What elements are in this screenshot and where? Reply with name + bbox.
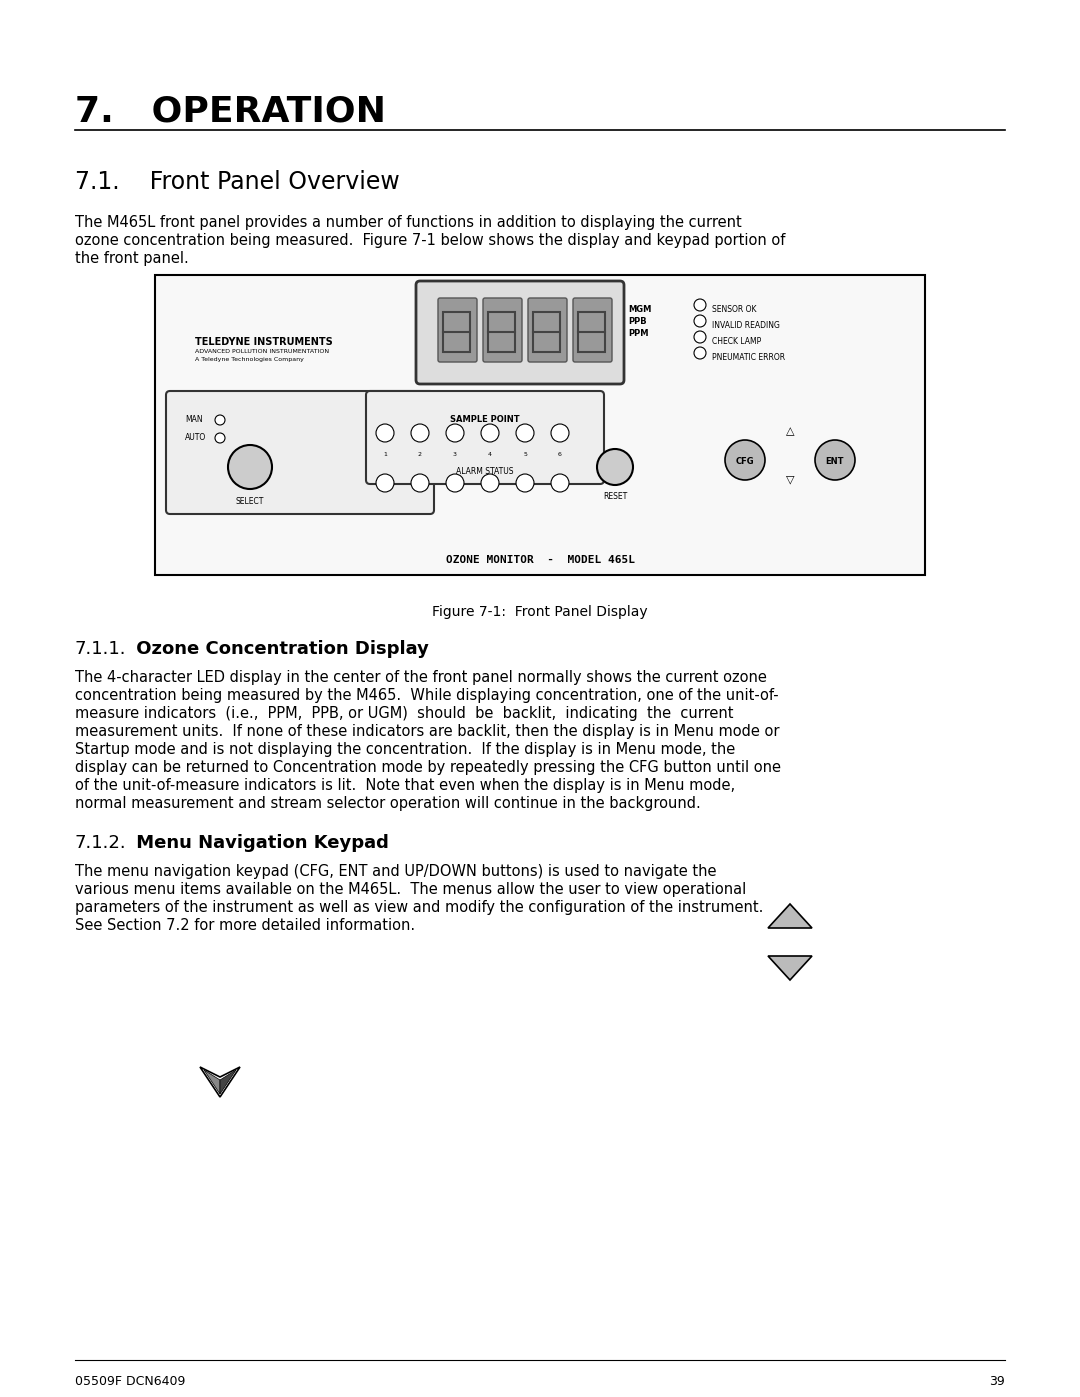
FancyBboxPatch shape [483, 298, 522, 362]
Text: the front panel.: the front panel. [75, 251, 189, 265]
Text: Figure 7-1:  Front Panel Display: Figure 7-1: Front Panel Display [432, 605, 648, 619]
Circle shape [481, 474, 499, 492]
Circle shape [376, 425, 394, 441]
Text: The menu navigation keypad (CFG, ENT and UP/DOWN buttons) is used to navigate th: The menu navigation keypad (CFG, ENT and… [75, 863, 716, 879]
Text: display can be returned to Concentration mode by repeatedly pressing the CFG but: display can be returned to Concentration… [75, 760, 781, 775]
Circle shape [215, 415, 225, 425]
Circle shape [516, 425, 534, 441]
Polygon shape [768, 904, 812, 928]
Text: parameters of the instrument as well as view and modify the configuration of the: parameters of the instrument as well as … [75, 900, 764, 915]
Text: 6: 6 [558, 453, 562, 457]
Circle shape [516, 474, 534, 492]
Text: PPB: PPB [627, 317, 647, 326]
Circle shape [376, 474, 394, 492]
Text: 39: 39 [989, 1375, 1005, 1389]
Polygon shape [220, 1070, 237, 1094]
Text: AUTO: AUTO [185, 433, 206, 441]
Circle shape [411, 474, 429, 492]
Text: SELECT: SELECT [235, 497, 265, 506]
Circle shape [694, 299, 706, 312]
Text: MGM: MGM [627, 305, 651, 314]
Circle shape [597, 448, 633, 485]
Text: SAMPLE POINT: SAMPLE POINT [450, 415, 519, 425]
Text: PPM: PPM [627, 330, 648, 338]
Circle shape [694, 331, 706, 344]
Text: PNEUMATIC ERROR: PNEUMATIC ERROR [712, 352, 785, 362]
Circle shape [551, 425, 569, 441]
Text: See Section 7.2 for more detailed information.: See Section 7.2 for more detailed inform… [75, 918, 415, 933]
Text: 7.1.    Front Panel Overview: 7.1. Front Panel Overview [75, 170, 400, 194]
Circle shape [694, 314, 706, 327]
Text: The M465L front panel provides a number of functions in addition to displaying t: The M465L front panel provides a number … [75, 215, 742, 231]
Text: TELEDYNE INSTRUMENTS: TELEDYNE INSTRUMENTS [195, 337, 333, 346]
Text: OZONE MONITOR  -  MODEL 465L: OZONE MONITOR - MODEL 465L [446, 555, 635, 564]
Text: CHECK LAMP: CHECK LAMP [712, 337, 761, 345]
Text: Ozone Concentration Display: Ozone Concentration Display [130, 640, 429, 658]
Text: ADVANCED POLLUTION INSTRUMENTATION: ADVANCED POLLUTION INSTRUMENTATION [195, 349, 329, 353]
Text: 1: 1 [383, 453, 387, 457]
Text: △: △ [786, 426, 794, 436]
Circle shape [411, 425, 429, 441]
Text: A Teledyne Technologies Company: A Teledyne Technologies Company [195, 358, 303, 362]
FancyBboxPatch shape [366, 391, 604, 483]
Circle shape [446, 425, 464, 441]
FancyBboxPatch shape [573, 298, 612, 362]
Text: 2: 2 [418, 453, 422, 457]
FancyBboxPatch shape [528, 298, 567, 362]
Text: 4: 4 [488, 453, 492, 457]
Text: Startup mode and is not displaying the concentration.  If the display is in Menu: Startup mode and is not displaying the c… [75, 742, 735, 757]
Circle shape [551, 474, 569, 492]
FancyBboxPatch shape [416, 281, 624, 384]
FancyBboxPatch shape [166, 391, 434, 514]
Text: concentration being measured by the M465.  While displaying concentration, one o: concentration being measured by the M465… [75, 687, 779, 703]
Text: CFG: CFG [735, 457, 754, 467]
Text: 7.   OPERATION: 7. OPERATION [75, 95, 386, 129]
Circle shape [694, 346, 706, 359]
Text: ▽: ▽ [786, 474, 794, 483]
Circle shape [446, 474, 464, 492]
Text: SENSOR OK: SENSOR OK [712, 305, 756, 313]
Text: 5: 5 [523, 453, 527, 457]
Text: ALARM STATUS: ALARM STATUS [456, 467, 514, 476]
Text: The 4-character LED display in the center of the front panel normally shows the : The 4-character LED display in the cente… [75, 671, 767, 685]
Circle shape [215, 433, 225, 443]
Text: 3: 3 [453, 453, 457, 457]
FancyBboxPatch shape [438, 298, 477, 362]
Text: MAN: MAN [185, 415, 203, 425]
Text: 05509F DCN6409: 05509F DCN6409 [75, 1375, 186, 1389]
Text: of the unit-of-measure indicators is lit.  Note that even when the display is in: of the unit-of-measure indicators is lit… [75, 778, 735, 793]
Polygon shape [204, 1070, 220, 1094]
Text: RESET: RESET [603, 492, 627, 502]
Text: normal measurement and stream selector operation will continue in the background: normal measurement and stream selector o… [75, 796, 701, 812]
Text: ozone concentration being measured.  Figure 7-1 below shows the display and keyp: ozone concentration being measured. Figu… [75, 233, 785, 249]
Circle shape [725, 440, 765, 481]
Text: various menu items available on the M465L.  The menus allow the user to view ope: various menu items available on the M465… [75, 882, 746, 897]
Text: 7.1.2.: 7.1.2. [75, 834, 126, 852]
Text: measure indicators  (i.e.,  PPM,  PPB, or UGM)  should  be  backlit,  indicating: measure indicators (i.e., PPM, PPB, or U… [75, 705, 733, 721]
Circle shape [228, 446, 272, 489]
Polygon shape [768, 956, 812, 981]
Text: INVALID READING: INVALID READING [712, 320, 780, 330]
Text: 7.1.1.: 7.1.1. [75, 640, 126, 658]
Circle shape [481, 425, 499, 441]
FancyBboxPatch shape [156, 275, 924, 576]
Circle shape [815, 440, 855, 481]
Text: Menu Navigation Keypad: Menu Navigation Keypad [130, 834, 389, 852]
Text: ENT: ENT [826, 457, 845, 467]
Text: measurement units.  If none of these indicators are backlit, then the display is: measurement units. If none of these indi… [75, 724, 780, 739]
